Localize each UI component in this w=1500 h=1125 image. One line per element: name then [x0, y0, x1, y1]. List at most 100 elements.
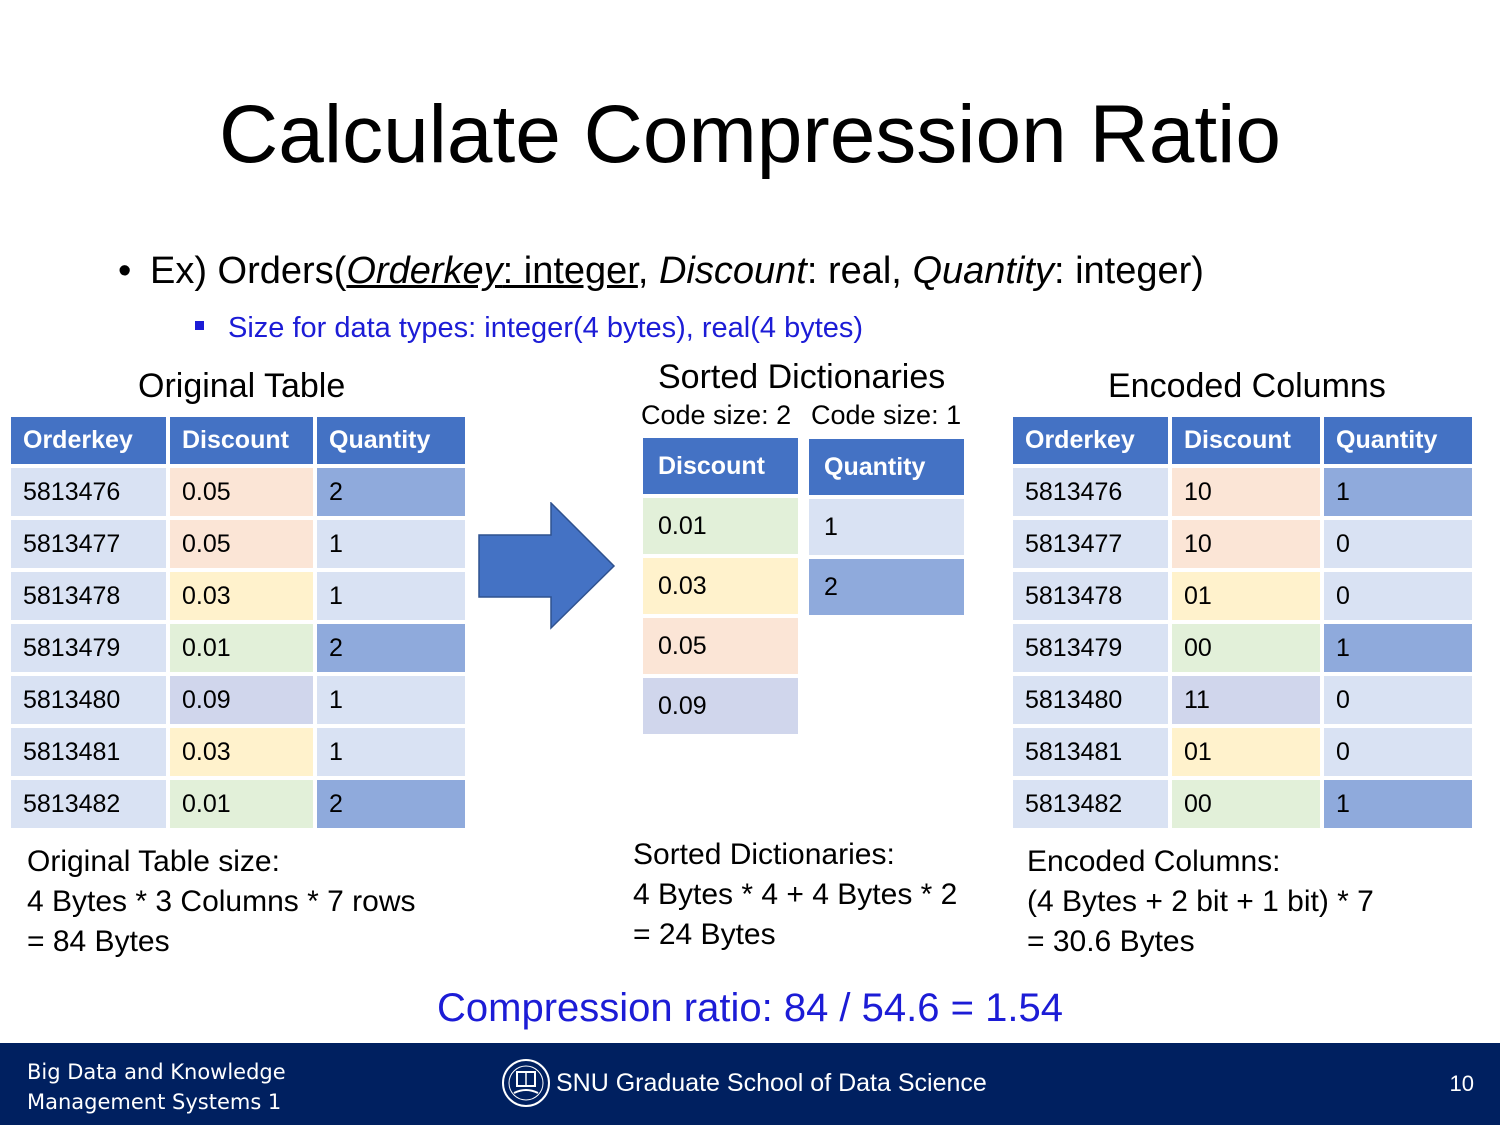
encoded-discount-cell: 00 — [1172, 624, 1320, 672]
encoded-orderkey-cell: 5813476 — [1013, 468, 1168, 516]
dictionaries-size-line-2: 4 Bytes * 4 + 4 Bytes * 2 — [633, 878, 958, 911]
original-size-line-3: = 84 Bytes — [27, 925, 170, 958]
encoded-size-line-3: = 30.6 Bytes — [1027, 925, 1195, 958]
bullet-dot: • — [118, 250, 132, 292]
encoded-orderkey-cell: 5813478 — [1013, 572, 1168, 620]
original-row: 5813478 0.03 1 — [11, 572, 465, 620]
original-quantity-cell: 1 — [317, 572, 465, 620]
square-bullet-icon — [195, 320, 204, 330]
encoded-quantity-cell: 1 — [1324, 780, 1472, 828]
right-arrow-icon — [478, 502, 616, 630]
original-row: 5813477 0.05 1 — [11, 520, 465, 568]
sizes-text: Size for data types: integer(4 bytes), r… — [228, 312, 864, 344]
schema-discount: Discount — [658, 250, 807, 292]
original-orderkey-cell: 5813480 — [11, 676, 166, 724]
original-header-discount: Discount — [170, 417, 313, 464]
original-row: 5813476 0.05 2 — [11, 468, 465, 516]
quantity-dictionary-header: Quantity — [809, 439, 964, 495]
discount-dictionary-entry: 0.01 — [643, 498, 798, 554]
original-discount-cell: 0.03 — [170, 728, 313, 776]
page-number: 10 — [1449, 1071, 1474, 1096]
bullet-schema: • Ex) Orders(Orderkey: integer, Discount:… — [118, 250, 1204, 293]
bullet-sizes: Size for data types: integer(4 bytes), r… — [195, 312, 863, 345]
encoded-orderkey-cell: 5813481 — [1013, 728, 1168, 776]
footer-bar: Big Data and Knowledge Management System… — [0, 1043, 1500, 1125]
encoded-row: 5813481 01 0 — [1013, 728, 1472, 776]
encoded-header-orderkey: Orderkey — [1013, 417, 1168, 464]
encoded-row: 5813477 10 0 — [1013, 520, 1472, 568]
schema-quantity-type: : integer) — [1053, 250, 1204, 292]
schema-orderkey: Orderkey — [346, 250, 503, 292]
quantity-dictionary-entry: 1 — [809, 499, 964, 555]
original-row: 5813479 0.01 2 — [11, 624, 465, 672]
original-size-line-2: 4 Bytes * 3 Columns * 7 rows — [27, 885, 416, 918]
encoded-orderkey-cell: 5813482 — [1013, 780, 1168, 828]
school-name: SNU Graduate School of Data Science — [556, 1069, 987, 1097]
encoded-orderkey-cell: 5813480 — [1013, 676, 1168, 724]
original-quantity-cell: 1 — [317, 676, 465, 724]
original-size-line-1: Original Table size: — [27, 845, 280, 878]
dictionaries-size-line-3: = 24 Bytes — [633, 918, 776, 951]
encoded-quantity-cell: 0 — [1324, 728, 1472, 776]
slide-title: Calculate Compression Ratio — [219, 89, 1281, 180]
original-discount-cell: 0.01 — [170, 780, 313, 828]
original-orderkey-cell: 5813482 — [11, 780, 166, 828]
schema-separator: , — [637, 250, 659, 292]
quantity-dictionary-entry: 2 — [809, 559, 964, 615]
encoded-orderkey-cell: 5813479 — [1013, 624, 1168, 672]
code-size-quantity: Code size: 1 — [811, 400, 962, 430]
original-orderkey-cell: 5813477 — [11, 520, 166, 568]
discount-dictionary-header: Discount — [643, 438, 798, 494]
code-size-discount: Code size: 2 — [641, 400, 792, 430]
encoded-orderkey-cell: 5813477 — [1013, 520, 1168, 568]
course-name: Big Data and Knowledge Management System… — [27, 1057, 286, 1117]
encoded-discount-cell: 01 — [1172, 728, 1320, 776]
encoded-quantity-cell: 0 — [1324, 676, 1472, 724]
encoded-size-line-1: Encoded Columns: — [1027, 845, 1281, 878]
original-quantity-cell: 2 — [317, 624, 465, 672]
encoded-discount-cell: 10 — [1172, 520, 1320, 568]
encoded-table-caption: Encoded Columns — [1108, 367, 1386, 405]
encoded-discount-cell: 00 — [1172, 780, 1320, 828]
original-discount-cell: 0.03 — [170, 572, 313, 620]
original-table: Orderkey Discount Quantity 5813476 0.05 2 5… — [7, 413, 469, 832]
encoded-quantity-cell: 1 — [1324, 624, 1472, 672]
original-row: 5813482 0.01 2 — [11, 780, 465, 828]
discount-dictionary-entry: 0.03 — [643, 558, 798, 614]
original-discount-cell: 0.09 — [170, 676, 313, 724]
schema-prefix: Ex) Orders( — [150, 250, 347, 292]
original-discount-cell: 0.01 — [170, 624, 313, 672]
encoded-size-line-2: (4 Bytes + 2 bit + 1 bit) * 7 — [1027, 885, 1374, 918]
schema-discount-type: : real, — [806, 250, 913, 292]
original-quantity-cell: 1 — [317, 520, 465, 568]
original-discount-cell: 0.05 — [170, 468, 313, 516]
encoded-discount-cell: 10 — [1172, 468, 1320, 516]
original-header-quantity: Quantity — [317, 417, 465, 464]
original-header-orderkey: Orderkey — [11, 417, 166, 464]
encoded-row: 5813482 00 1 — [1013, 780, 1472, 828]
encoded-quantity-cell: 0 — [1324, 520, 1472, 568]
original-orderkey-cell: 5813476 — [11, 468, 166, 516]
compression-ratio: Compression ratio: 84 / 54.6 = 1.54 — [437, 986, 1063, 1030]
encoded-header-discount: Discount — [1172, 417, 1320, 464]
original-orderkey-cell: 5813479 — [11, 624, 166, 672]
schema-quantity: Quantity — [912, 250, 1054, 292]
schema-orderkey-type: : integer — [502, 250, 638, 292]
discount-dictionary: Discount 0.01 0.03 0.05 0.09 — [643, 434, 798, 738]
encoded-size-note: Encoded Columns: (4 Bytes + 2 bit + 1 bi… — [1027, 842, 1374, 962]
original-size-note: Original Table size: 4 Bytes * 3 Columns… — [27, 842, 416, 962]
original-row: 5813480 0.09 1 — [11, 676, 465, 724]
original-table-caption: Original Table — [138, 367, 346, 405]
encoded-table: Orderkey Discount Quantity 5813476 10 1 581… — [1009, 413, 1476, 832]
original-quantity-cell: 2 — [317, 780, 465, 828]
original-row: 5813481 0.03 1 — [11, 728, 465, 776]
original-orderkey-cell: 5813478 — [11, 572, 166, 620]
discount-dictionary-entry: 0.09 — [643, 678, 798, 734]
encoded-row: 5813480 11 0 — [1013, 676, 1472, 724]
original-quantity-cell: 1 — [317, 728, 465, 776]
discount-dictionary-entry: 0.05 — [643, 618, 798, 674]
course-name-line-2: Management Systems 1 — [27, 1090, 282, 1114]
original-discount-cell: 0.05 — [170, 520, 313, 568]
encoded-row: 5813476 10 1 — [1013, 468, 1472, 516]
